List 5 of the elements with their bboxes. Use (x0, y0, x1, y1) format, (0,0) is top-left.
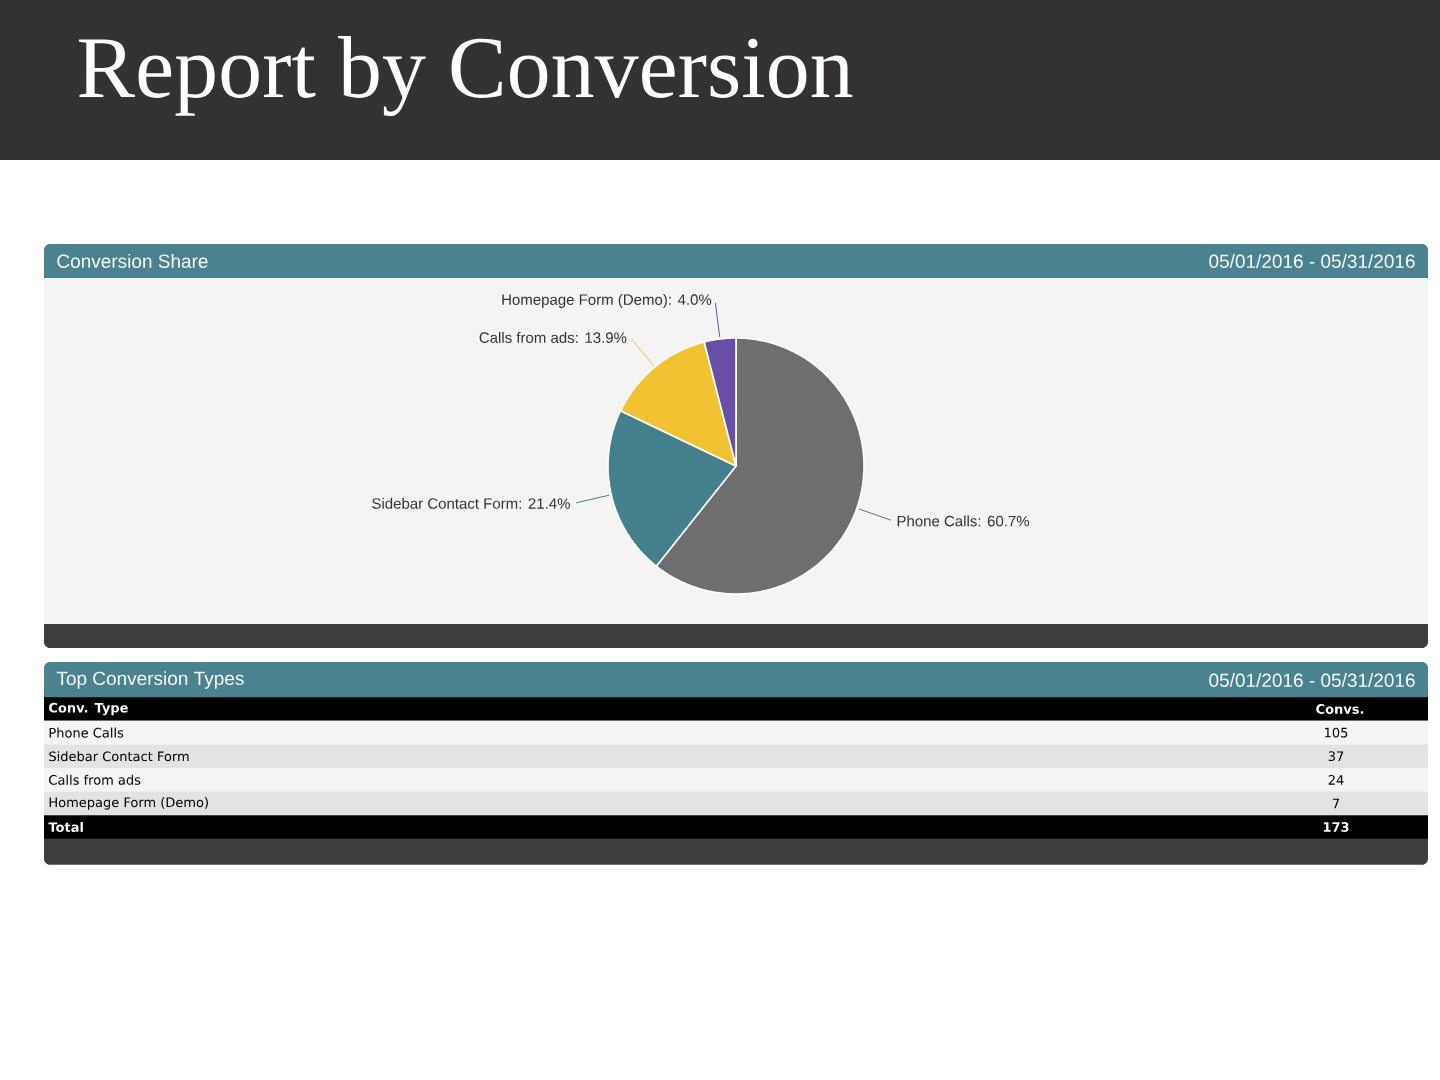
text: 05/01/2016 - 05/31/2016 (1209, 673, 1415, 687)
chart-title: Report by Conversion (78, 35, 853, 116)
text: Conversion Share (57, 254, 208, 268)
text: Top Conversion Types (56, 671, 244, 689)
text: 05/01/2016 - 05/31/2016 (1209, 254, 1415, 268)
